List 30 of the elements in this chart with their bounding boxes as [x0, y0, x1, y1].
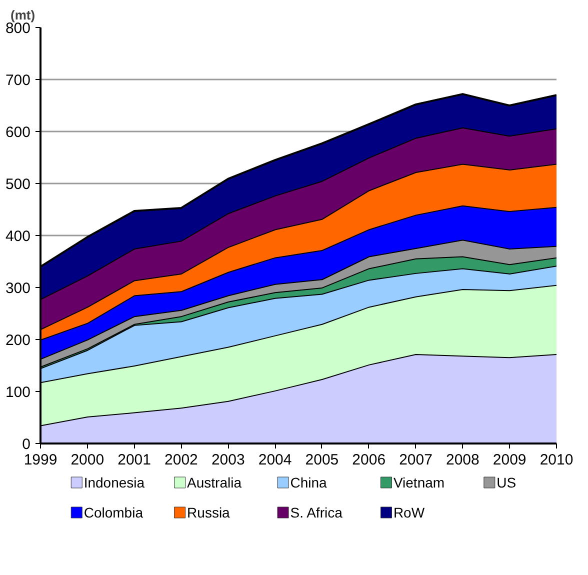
- legend-label: Russia: [187, 504, 230, 520]
- y-tick-label: 200: [5, 332, 31, 349]
- legend-label: RoW: [393, 504, 426, 520]
- legend-label: Vietnam: [393, 474, 445, 490]
- y-tick-label: 0: [22, 436, 30, 453]
- legend-label: S. Africa: [290, 504, 343, 520]
- x-tick-label: 2001: [118, 452, 152, 468]
- x-tick-label: 2005: [305, 452, 339, 468]
- x-tick-label: 2002: [164, 452, 198, 468]
- y-tick-label: 600: [5, 124, 31, 141]
- legend-label: Indonesia: [84, 474, 145, 490]
- legend-label: Colombia: [84, 504, 144, 520]
- x-tick-label: 2009: [492, 452, 526, 468]
- y-axis-title: (mt): [10, 8, 36, 22]
- x-tick-label: 2010: [540, 452, 574, 468]
- x-tick-label: 2008: [446, 452, 480, 468]
- x-tick-label: 2006: [352, 452, 386, 468]
- x-tick-label: 2003: [211, 452, 245, 468]
- y-tick-label: 700: [5, 72, 31, 89]
- legend-label: US: [496, 474, 516, 490]
- legend-label: China: [290, 474, 328, 490]
- legend-label: Australia: [187, 474, 242, 490]
- x-tick-label: 1999: [24, 452, 58, 468]
- y-tick-label: 300: [5, 280, 31, 297]
- x-tick-label: 2007: [399, 452, 432, 468]
- x-tick-label: 2004: [258, 452, 292, 468]
- y-tick-label: 400: [5, 228, 31, 245]
- x-tick-label: 2000: [70, 452, 104, 468]
- y-tick-label: 500: [5, 176, 31, 193]
- y-tick-label: 100: [5, 384, 31, 401]
